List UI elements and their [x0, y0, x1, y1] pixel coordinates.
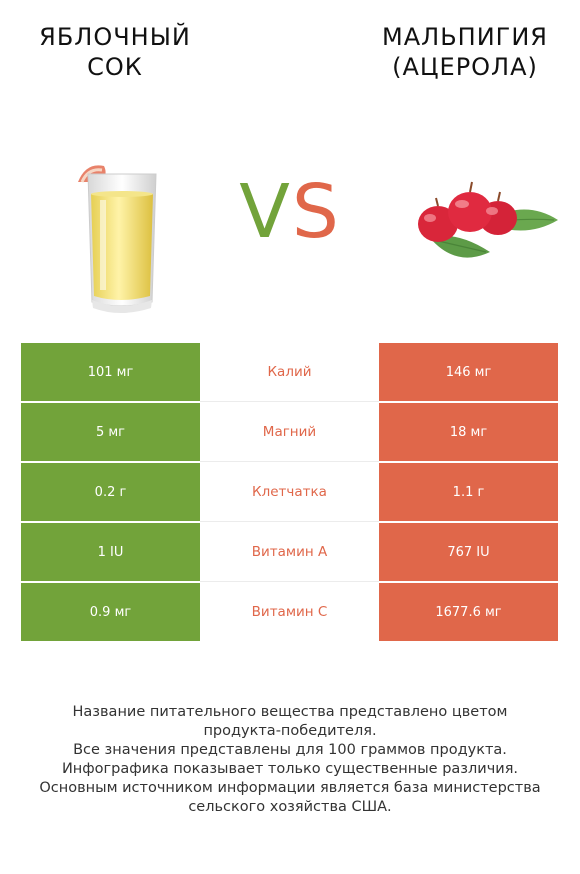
footnote-line: Основным источником информации является … — [39, 780, 541, 796]
left-value-cell: 1 IU — [21, 523, 200, 581]
right-value-cell: 1677.6 мг — [379, 583, 558, 641]
left-product-title: ЯБЛОЧНЫЙ СОК — [0, 22, 230, 82]
right-title-line-2: (АЦЕРОЛА) — [392, 53, 538, 81]
table-row: 101 мг Калий 146 мг — [21, 343, 558, 403]
left-value-cell: 5 мг — [21, 403, 200, 461]
row-divider — [200, 581, 379, 582]
nutrient-name-cell: Витамин A — [200, 523, 379, 581]
row-divider — [200, 461, 379, 462]
row-divider — [200, 401, 379, 402]
left-value-cell: 0.9 мг — [21, 583, 200, 641]
footnote-line: продукта-победителя. — [203, 723, 377, 739]
footnotes: Название питательного вещества представл… — [0, 703, 580, 817]
footnote-line: Инфографика показывает только существенн… — [61, 761, 519, 777]
versus-v: V — [239, 169, 292, 255]
right-value-cell: 146 мг — [379, 343, 558, 401]
footnote-line: Все значения представлены для 100 граммо… — [73, 742, 507, 758]
table-row: 5 мг Магний 18 мг — [21, 403, 558, 463]
left-title-line-2: СОК — [87, 53, 143, 81]
left-title-line-1: ЯБЛОЧНЫЙ — [39, 23, 191, 51]
nutrient-name-cell: Витамин C — [200, 583, 379, 641]
nutrient-name-cell: Калий — [200, 343, 379, 401]
nutrient-name-cell: Магний — [200, 403, 379, 461]
footnote-line: сельского хозяйства США. — [188, 799, 392, 815]
right-value-cell: 1.1 г — [379, 463, 558, 521]
table-row: 0.2 г Клетчатка 1.1 г — [21, 463, 558, 523]
row-divider — [200, 521, 379, 522]
versus-label: VS — [220, 162, 360, 262]
table-row: 0.9 мг Витамин C 1677.6 мг — [21, 583, 558, 643]
apple-juice-glass-icon — [78, 165, 157, 313]
nutrient-name-cell: Клетчатка — [200, 463, 379, 521]
footnote-line: Название питательного вещества представл… — [72, 704, 508, 720]
acerola-cherries-icon — [418, 181, 558, 258]
versus-s: S — [291, 169, 341, 255]
right-title-line-1: МАЛЬПИГИЯ — [382, 23, 548, 51]
left-value-cell: 101 мг — [21, 343, 200, 401]
left-value-cell: 0.2 г — [21, 463, 200, 521]
right-product-title: МАЛЬПИГИЯ (АЦЕРОЛА) — [350, 22, 580, 82]
right-value-cell: 18 мг — [379, 403, 558, 461]
table-row: 1 IU Витамин A 767 IU — [21, 523, 558, 583]
comparison-table: 101 мг Калий 146 мг 5 мг Магний 18 мг 0.2 г Кле… — [21, 343, 558, 643]
right-value-cell: 767 IU — [379, 523, 558, 581]
